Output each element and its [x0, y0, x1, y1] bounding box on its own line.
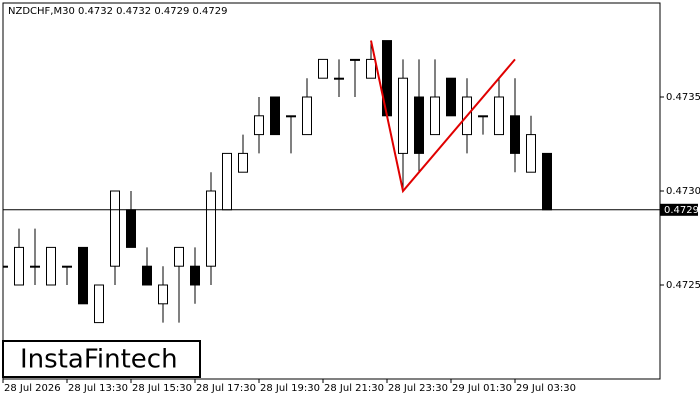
- y-tick-label: 0.4725: [666, 280, 700, 291]
- candle-body: [3, 265, 8, 268]
- candle-body: [46, 246, 56, 286]
- x-tick-label: 29 Jul 01:30: [452, 383, 512, 394]
- candle-body: [222, 152, 232, 211]
- candle-body: [174, 246, 184, 267]
- candle-body: [430, 96, 440, 136]
- candle-body: [494, 96, 504, 136]
- candle-body: [238, 152, 248, 173]
- plot-area: [3, 40, 552, 324]
- candle-body: [446, 77, 456, 117]
- x-tick-label: 28 Jul 17:30: [196, 383, 256, 394]
- candle-body: [398, 77, 408, 154]
- candle-body: [206, 190, 216, 267]
- candle-body: [350, 58, 360, 61]
- candle-body: [286, 115, 296, 118]
- candle-body: [158, 284, 168, 305]
- y-tick-label: 0.4730: [666, 186, 700, 197]
- candle-body: [542, 152, 552, 211]
- candle-body: [510, 115, 520, 154]
- candle-body: [190, 265, 200, 286]
- candle-body: [334, 77, 344, 80]
- y-tick-label: 0.4735: [666, 92, 700, 103]
- x-tick-label: 29 Jul 03:30: [516, 383, 576, 394]
- x-tick-label: 28 Jul 13:30: [68, 383, 128, 394]
- pattern-line: [370, 40, 516, 194]
- candle-body: [270, 96, 280, 136]
- logo: InstaFintech: [20, 345, 178, 375]
- current-price-label: 0.4729: [664, 205, 699, 216]
- candle-body: [94, 284, 104, 324]
- candle-body: [110, 190, 120, 267]
- x-tick-label: 28 Jul 19:30: [260, 383, 320, 394]
- candle-body: [478, 115, 488, 118]
- x-tick-label: 28 Jul 21:30: [324, 383, 384, 394]
- candle-body: [318, 58, 328, 79]
- candle-body: [78, 246, 88, 305]
- candle-body: [526, 134, 536, 173]
- x-tick-label: 28 Jul 2026: [4, 383, 61, 394]
- candle-body: [414, 96, 424, 154]
- current-price-box: [660, 203, 698, 216]
- candle-body: [366, 58, 376, 79]
- candle-body: [62, 265, 72, 268]
- chart-title: NZDCHF,M30 0.4732 0.4732 0.4729 0.4729: [8, 6, 228, 17]
- candle-body: [30, 265, 40, 268]
- candle-body: [254, 115, 264, 136]
- candle-body: [142, 265, 152, 286]
- x-tick-label: 28 Jul 15:30: [132, 383, 192, 394]
- candle-body: [126, 209, 136, 248]
- logo-box: [2, 340, 201, 378]
- x-tick-label: 28 Jul 23:30: [388, 383, 448, 394]
- candle-body: [14, 246, 24, 286]
- candle-body: [302, 96, 312, 136]
